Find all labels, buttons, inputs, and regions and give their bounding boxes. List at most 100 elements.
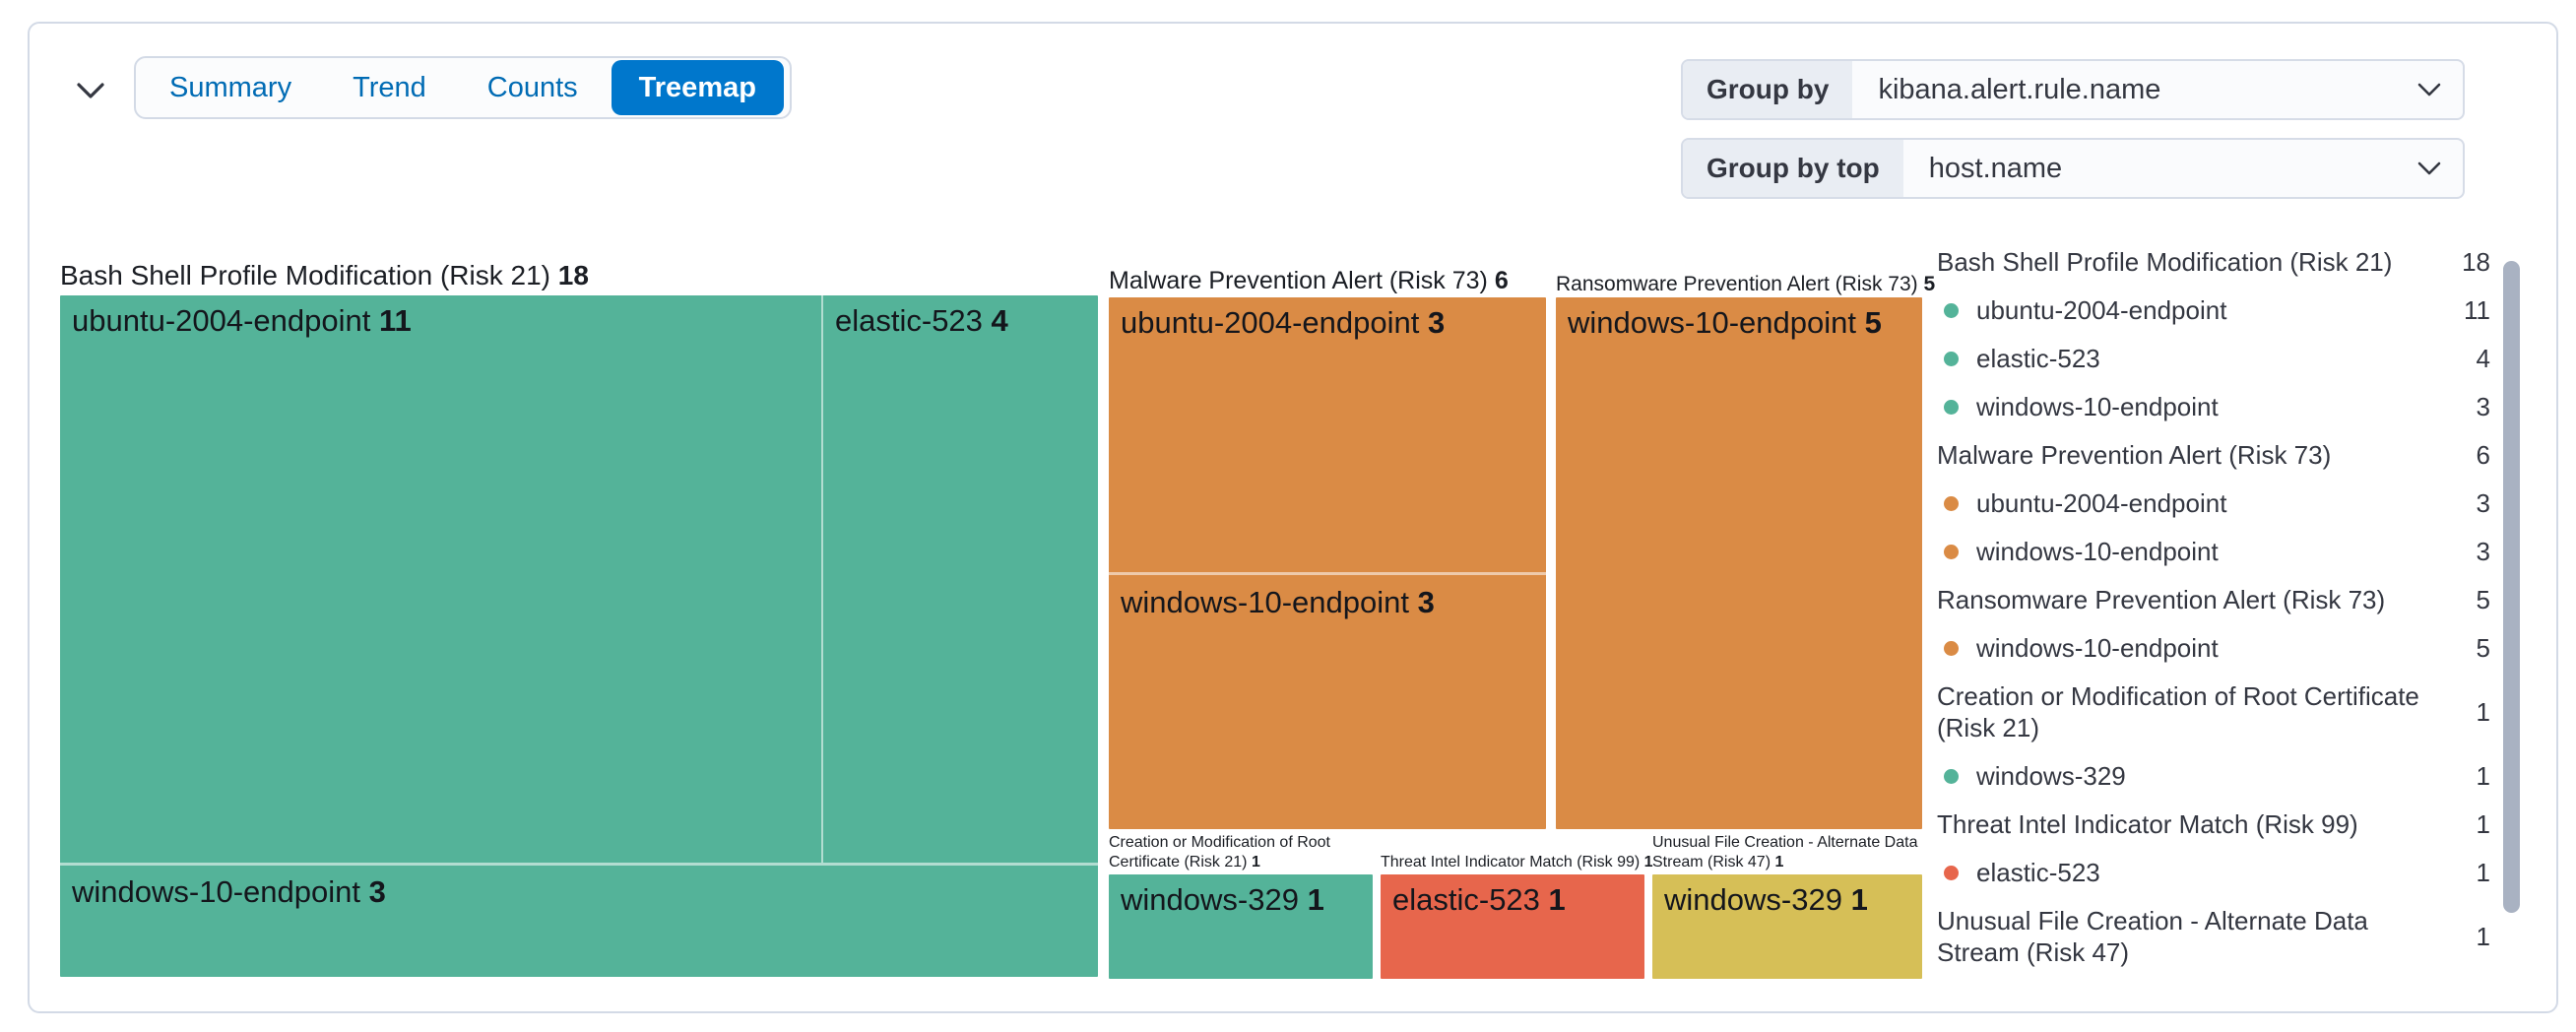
group-name: Malware Prevention Alert (Risk 73) [1109,267,1488,294]
host-name: windows-10-endpoint [1121,585,1409,619]
treemap-group-header: Ransomware Prevention Alert (Risk 73) 5 [1556,273,1935,296]
treemap-tile-root-certificate[interactable]: windows-329 1 [1109,874,1373,979]
tile-label: windows-329 1 [1121,882,1324,918]
legend-label: Ransomware Prevention Alert (Risk 73) [1937,585,2386,614]
treemap-tile-ransomware-prevention[interactable]: windows-10-endpoint 5 [1556,297,1922,829]
legend-label: Unusual File Creation - Alternate Data S… [1937,906,2368,967]
legend-label: Threat Intel Indicator Match (Risk 99) [1937,809,2358,839]
host-name: windows-329 [1664,882,1842,917]
host-name: ubuntu-2004-endpoint [72,303,371,338]
tile-label: ubuntu-2004-endpoint 3 [1121,305,1445,341]
legend-value: 3 [2476,488,2490,518]
legend-label: windows-10-endpoint [1976,392,2219,421]
treemap-tile-malware-prevention[interactable]: ubuntu-2004-endpoint 3 windows-10-endpoi… [1109,297,1546,829]
tab-treemap[interactable]: Treemap [611,60,784,115]
legend-value: 11 [2464,295,2490,325]
tile-divider [821,295,823,863]
legend-color-dot [1944,495,1959,511]
legend-row[interactable]: Creation or Modification of Root Certifi… [1937,680,2490,743]
legend-row[interactable]: elastic-523 1 [1937,857,2490,888]
legend-row[interactable]: windows-10-endpoint 3 [1937,391,2490,422]
group-value: 1 [1251,854,1260,871]
host-count: 3 [1417,585,1435,619]
group-value: 6 [1494,267,1509,294]
group-name: Ransomware Prevention Alert (Risk 73) [1556,273,1918,295]
tile-label: ubuntu-2004-endpoint 11 [72,303,412,339]
host-name: windows-329 [1121,882,1299,917]
legend-color-dot [1944,544,1959,559]
legend-value: 3 [2476,537,2490,566]
legend-color-dot [1944,302,1959,318]
tile-divider [1109,572,1546,575]
tile-label: elastic-523 4 [835,303,1008,339]
treemap-group-header: Threat Intel Indicator Match (Risk 99) 1 [1381,853,1696,872]
tab-summary[interactable]: Summary [169,71,292,103]
legend-label: windows-10-endpoint [1976,633,2219,663]
treemap-group-header: Unusual File Creation - Alternate Data S… [1652,833,1948,872]
legend-value: 1 [2476,858,2490,887]
group-by-select[interactable]: kibana.alert.rule.name [1878,73,2161,105]
group-name: Creation or Modification of Root Certifi… [1109,834,1330,871]
legend-color-dot [1944,640,1959,656]
legend-row[interactable]: Bash Shell Profile Modification (Risk 21… [1937,246,2490,278]
host-name: elastic-523 [1392,882,1540,917]
treemap-tile-unusual-file-creation[interactable]: windows-329 1 [1652,874,1922,979]
treemap-tile-threat-intel[interactable]: elastic-523 1 [1381,874,1644,979]
host-count: 3 [1428,305,1446,340]
legend-label: Malware Prevention Alert (Risk 73) [1937,440,2332,470]
legend-row[interactable]: Unusual File Creation - Alternate Data S… [1937,905,2490,968]
host-name: elastic-523 [835,303,983,338]
legend-row[interactable]: Ransomware Prevention Alert (Risk 73) 5 [1937,584,2490,615]
group-name: Threat Intel Indicator Match (Risk 99) [1381,854,1641,871]
tab-counts[interactable]: Counts [486,71,578,103]
legend-row[interactable]: windows-10-endpoint 3 [1937,536,2490,567]
tile-label: windows-10-endpoint 5 [1568,305,1882,341]
legend-label: Bash Shell Profile Modification (Risk 21… [1937,247,2393,277]
alerts-panel: Summary Trend Counts Treemap Group by ki… [28,22,2558,1013]
host-count: 1 [1307,882,1324,917]
legend-row[interactable]: windows-329 1 [1937,760,2490,792]
legend-row[interactable]: ubuntu-2004-endpoint 3 [1937,487,2490,519]
group-name: Bash Shell Profile Modification (Risk 21… [60,260,550,290]
host-count: 4 [991,303,1008,338]
legend-color-dot [1944,768,1959,784]
host-count: 3 [368,874,386,909]
group-name: Unusual File Creation - Alternate Data S… [1652,834,1918,871]
treemap-group-header: Creation or Modification of Root Certifi… [1109,833,1386,872]
legend-value: 18 [2462,247,2490,277]
treemap-tile-bash-shell[interactable]: ubuntu-2004-endpoint 11 elastic-523 4 wi… [60,295,1098,977]
legend-label: windows-329 [1976,761,2126,791]
chevron-down-icon [2417,140,2463,197]
legend-row[interactable]: windows-10-endpoint 5 [1937,632,2490,664]
host-name: windows-10-endpoint [1568,305,1856,340]
legend-row[interactable]: Threat Intel Indicator Match (Risk 99) 1 [1937,808,2490,840]
legend-row[interactable]: Malware Prevention Alert (Risk 73) 6 [1937,439,2490,471]
legend-label: Creation or Modification of Root Certifi… [1937,681,2419,742]
treemap-group-header: Bash Shell Profile Modification (Risk 21… [60,260,589,291]
legend-label: ubuntu-2004-endpoint [1976,488,2227,518]
host-name: ubuntu-2004-endpoint [1121,305,1420,340]
collapse-panel-button[interactable] [69,69,112,112]
legend-color-dot [1944,351,1959,366]
legend-row[interactable]: ubuntu-2004-endpoint 11 [1937,294,2490,326]
group-by-top-select[interactable]: host.name [1928,152,2063,184]
legend-value: 1 [2476,697,2490,727]
chart-type-button-group: Summary Trend Counts Treemap [134,56,792,119]
group-value: 18 [557,260,589,290]
tab-trend[interactable]: Trend [353,71,426,103]
legend-scrollbar[interactable] [2503,261,2520,913]
group-by-label: Group by [1683,61,1853,118]
group-value: 1 [1774,854,1784,871]
legend-value: 5 [2476,585,2490,614]
host-count: 5 [1864,305,1882,340]
treemap-group-header: Malware Prevention Alert (Risk 73) 6 [1109,267,1509,295]
legend-row[interactable]: elastic-523 4 [1937,343,2490,374]
host-count: 11 [379,303,412,338]
group-value: 5 [1923,273,1936,295]
legend-value: 1 [2476,922,2490,951]
host-count: 1 [1548,882,1566,917]
tile-divider [60,863,1098,866]
host-count: 1 [1850,882,1868,917]
chart-legend: Bash Shell Profile Modification (Risk 21… [1937,246,2490,985]
legend-value: 6 [2476,440,2490,470]
